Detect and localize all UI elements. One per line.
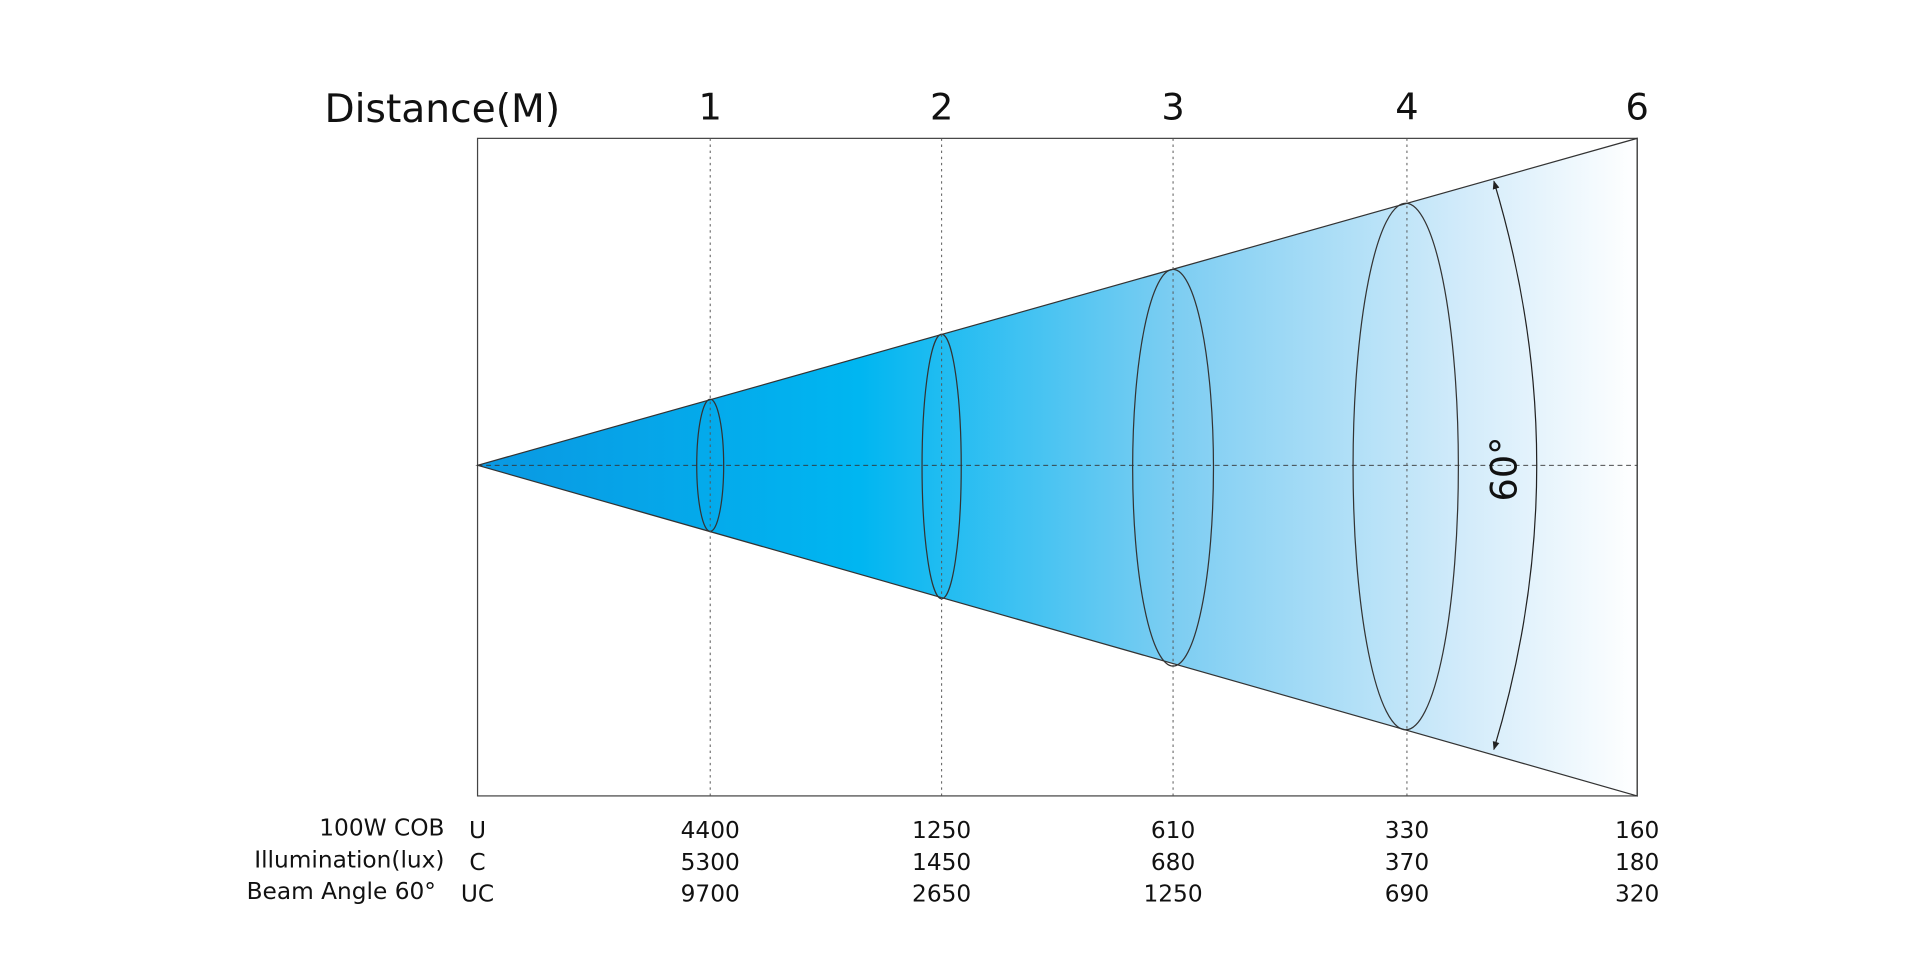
lux-value: 690 (1385, 881, 1429, 908)
distance-value: 4 (1395, 85, 1418, 128)
angle-label: 60° (1483, 436, 1526, 501)
distance-value: 1 (699, 85, 722, 128)
lux-value: 1250 (912, 817, 971, 844)
lux-value: 9700 (681, 881, 740, 908)
lux-value: 330 (1385, 817, 1429, 844)
table-title: 100W COB (319, 814, 444, 841)
distance-value: 2 (930, 85, 953, 128)
lux-value: 1250 (1143, 881, 1202, 908)
lux-value: 1450 (912, 849, 971, 876)
dynamic: 1 2 3 4 6 100W COB Illumination(lux) Beam Angle… (247, 85, 1660, 907)
table-title: Beam Angle 60° (247, 878, 436, 905)
distance-label: Distance(M) (324, 87, 560, 132)
row-label: C (469, 849, 485, 876)
table-title: Illumination(lux) (254, 846, 444, 873)
angle-arc (1492, 180, 1538, 751)
lux-value: 5300 (681, 849, 740, 876)
distance-value: 6 (1625, 85, 1648, 128)
row-label: U (469, 817, 486, 844)
lux-value: 680 (1151, 849, 1195, 876)
lux-value: 4400 (681, 817, 740, 844)
lux-value: 370 (1385, 849, 1429, 876)
beam-cone (475, 137, 1638, 797)
lux-value: 160 (1615, 817, 1659, 844)
lux-value: 320 (1615, 881, 1659, 908)
lux-value: 2650 (912, 881, 971, 908)
row-label: UC (461, 881, 494, 908)
ellipse (1352, 202, 1459, 731)
distance-value: 3 (1161, 85, 1184, 128)
lux-value: 180 (1615, 849, 1659, 876)
lux-value: 610 (1151, 817, 1195, 844)
